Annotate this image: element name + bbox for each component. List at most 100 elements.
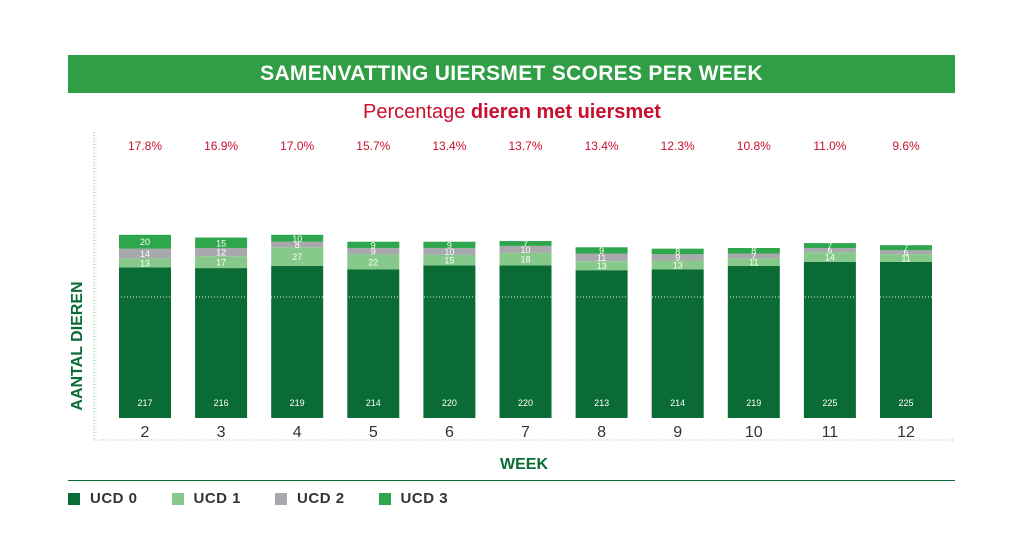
bar-segment-label: 9 — [371, 247, 376, 257]
bar-segment-label: 14 — [825, 252, 835, 262]
bar-segment — [499, 245, 552, 253]
chart-subtitle: Percentage dieren met uiersmet — [0, 101, 1024, 124]
x-tick-label: 2 — [141, 424, 150, 441]
y-axis-label: AANTAL DIEREN — [69, 281, 86, 410]
chart-title-banner: SAMENVATTING UIERSMET SCORES PER WEEK — [68, 55, 955, 93]
bar-segment — [499, 241, 552, 246]
bar-segment-label: 9 — [371, 240, 376, 250]
legend-label-ucd-1: UCD 1 — [193, 490, 242, 507]
legend-swatch-ucd-2 — [275, 492, 288, 505]
x-tick-label: 12 — [897, 424, 915, 441]
legend-item-ucd-0: UCD 0 — [68, 490, 138, 507]
bar-segment — [575, 270, 628, 418]
x-tick-label: 6 — [445, 424, 454, 441]
bar-segment — [651, 269, 704, 418]
bar-segment — [271, 241, 324, 248]
bar-segment-label: 7 — [903, 243, 908, 253]
bar-segment-label: 15 — [444, 256, 454, 266]
percentage-label: 11.0% — [813, 139, 846, 153]
percentage-label: 17.8% — [128, 139, 162, 153]
bar-segment-label: 10 — [292, 234, 302, 244]
bar-segment-label: 8 — [295, 240, 300, 250]
legend-swatch-ucd-3 — [378, 492, 391, 505]
bar-segment — [423, 254, 476, 266]
bar-segment-label: 225 — [898, 398, 913, 408]
bar-segment-label: 8 — [675, 247, 680, 257]
bar-segment — [423, 265, 476, 418]
bar-segment — [880, 261, 932, 418]
bar-segment-label: 216 — [214, 398, 229, 408]
bar-segment-label: 220 — [442, 398, 457, 408]
bar-segment-label: 220 — [518, 398, 533, 408]
bar-segment-label: 22 — [368, 257, 378, 267]
bar-segment-label: 13 — [140, 258, 150, 268]
bar-segment-label: 27 — [292, 252, 302, 262]
legend-swatch-ucd-1 — [171, 492, 184, 505]
bar-segment-label: 13 — [673, 260, 683, 270]
legend-item-ucd-1: UCD 1 — [171, 490, 242, 507]
bar-segment-label: 10 — [444, 247, 454, 257]
bar-segment-label: 225 — [822, 398, 837, 408]
bar-segment — [651, 248, 704, 255]
bar-segment-label: 6 — [903, 248, 908, 258]
bar-segment-label: 214 — [366, 398, 381, 408]
legend-label-ucd-2: UCD 2 — [297, 490, 345, 507]
legend-divider — [68, 480, 955, 481]
x-tick-label: 4 — [293, 424, 302, 441]
bar-segment-label: 11 — [749, 258, 758, 268]
bar-segment — [575, 261, 628, 271]
x-tick-label: 3 — [217, 424, 226, 441]
bar-segment — [271, 247, 324, 267]
bar-segment — [803, 261, 856, 418]
chart-title: SAMENVATTING UIERSMET SCORES PER WEEK — [260, 62, 763, 85]
bar-segment-label: 17 — [216, 258, 226, 268]
bar-segment — [195, 268, 248, 418]
bar-segment — [195, 256, 248, 269]
percentage-label: 10.8% — [737, 139, 771, 153]
x-tick-label: 11 — [822, 424, 839, 441]
percentage-label: 12.3% — [661, 139, 695, 153]
bar-segment-label: 219 — [290, 398, 305, 408]
bar-segment-label: 7 — [751, 251, 756, 261]
legend-item-ucd-3: UCD 3 — [378, 490, 449, 507]
percentage-label: 16.9% — [204, 139, 238, 153]
bar-segment — [727, 258, 780, 267]
x-tick-label: 8 — [597, 424, 606, 441]
bar-segment-label: 11 — [901, 254, 910, 264]
bar-segment-label: 6 — [827, 246, 832, 256]
x-tick-label: 9 — [673, 424, 682, 441]
bar-segment-label: 9 — [599, 246, 604, 256]
bar-segment — [119, 234, 171, 249]
bar-segment — [423, 247, 476, 255]
bar-segment — [651, 254, 704, 261]
legend-swatch-ucd-0 — [68, 492, 80, 505]
bar-segment — [575, 247, 628, 254]
bar-segment — [727, 266, 780, 418]
bar-segment — [499, 252, 552, 266]
legend-item-ucd-2: UCD 2 — [275, 490, 345, 507]
percentage-label: 15.7% — [356, 139, 390, 153]
bar-segment — [195, 247, 248, 257]
bar-segment — [119, 267, 171, 418]
bar-segment — [727, 253, 780, 259]
bar-segment — [575, 253, 628, 262]
bar-segment-label: 7 — [827, 241, 832, 251]
subtitle-regular: Percentage — [363, 101, 471, 123]
bar-segment — [727, 247, 780, 254]
bar-segment-label: 214 — [670, 398, 685, 408]
bar-segment-label: 217 — [137, 398, 152, 408]
bar-segment — [880, 250, 932, 255]
percentage-label: 13.4% — [432, 139, 466, 153]
percentage-label: 17.0% — [280, 139, 314, 153]
bar-segment — [347, 269, 400, 418]
bar-segment — [195, 237, 248, 248]
bar-segment-label: 9 — [675, 253, 680, 263]
bar-segment-label: 7 — [523, 239, 528, 249]
x-tick-label: 7 — [521, 424, 530, 441]
x-axis-label: WEEK — [500, 456, 548, 473]
bar-segment-label: 10 — [520, 245, 530, 255]
bar-segment — [347, 241, 400, 248]
bar-segment-label: 20 — [140, 237, 150, 247]
bar-segment-label: 9 — [447, 240, 452, 250]
